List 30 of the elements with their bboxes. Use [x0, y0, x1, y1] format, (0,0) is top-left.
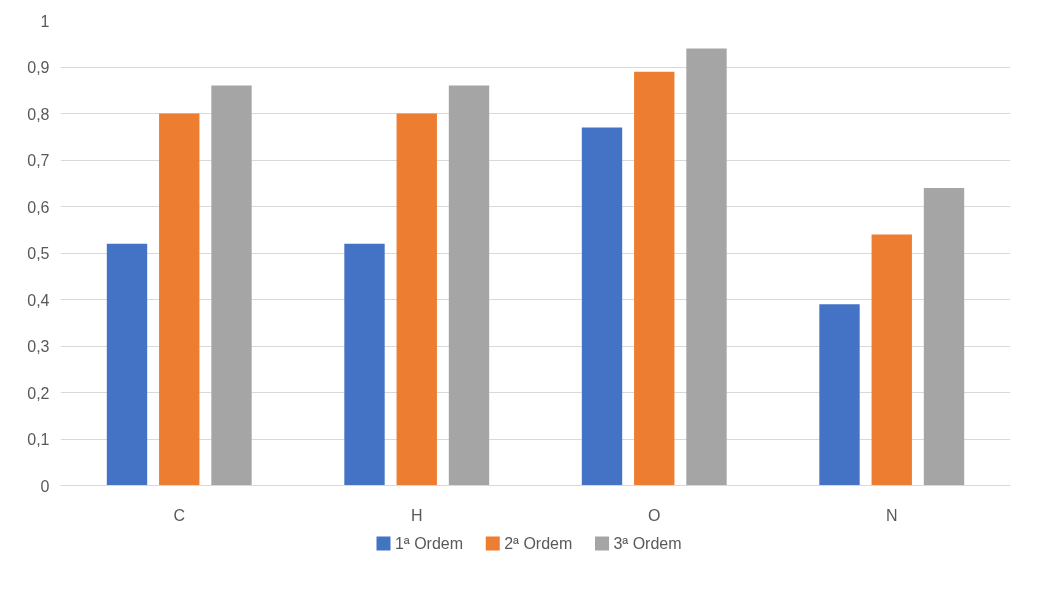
legend-label: 2ª Ordem	[504, 535, 573, 552]
bar	[819, 304, 860, 486]
x-tick-label: H	[410, 506, 423, 524]
y-tick-label: 0,5	[27, 245, 50, 262]
y-tick-label: 0,9	[27, 59, 50, 76]
bar	[106, 243, 148, 486]
y-tick-label: 0,6	[27, 198, 50, 216]
legend-label: 1ª Ordem	[394, 535, 464, 552]
legend-label: 3ª Ordem	[613, 535, 682, 552]
bar	[634, 71, 675, 486]
y-tick-label: 0,7	[27, 152, 50, 169]
bar	[159, 113, 200, 486]
bar	[396, 113, 437, 486]
bar	[871, 234, 912, 486]
y-tick-label: 0,3	[27, 338, 50, 355]
bar	[448, 85, 490, 486]
bar	[344, 243, 385, 486]
x-tick-label: N	[885, 506, 898, 524]
x-tick-label: C	[173, 506, 186, 524]
y-tick-label: 0,2	[27, 384, 50, 402]
y-tick-label: 0,8	[27, 105, 50, 123]
bar	[686, 48, 727, 486]
y-tick-label: 0,4	[27, 291, 50, 309]
y-tick-label: 1	[40, 12, 50, 30]
x-tick-label: O	[648, 506, 661, 524]
bar	[923, 187, 965, 486]
y-tick-label: 0,1	[27, 431, 50, 448]
bar	[211, 85, 252, 486]
y-tick-label: 0	[40, 477, 50, 495]
bar	[581, 127, 623, 486]
